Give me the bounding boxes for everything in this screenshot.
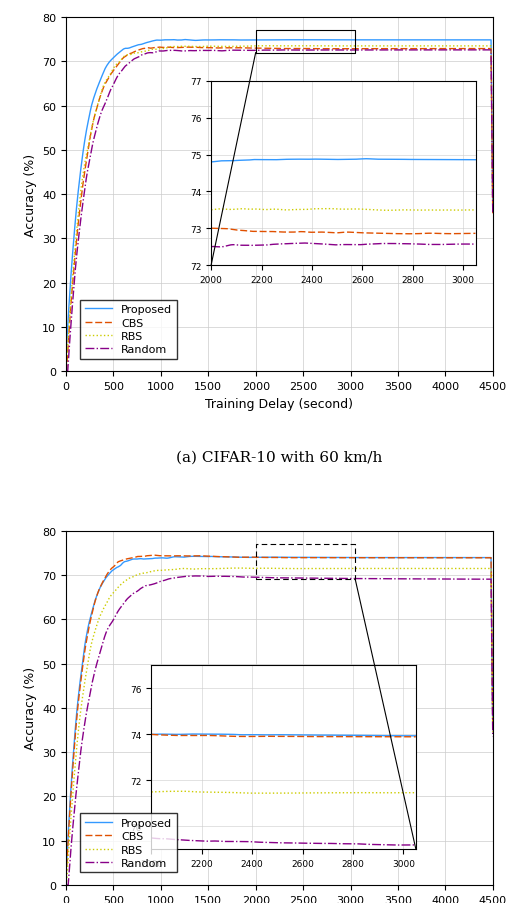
RBS xyxy=(482,563,488,574)
CBS xyxy=(150,550,156,561)
Line: Proposed: Proposed xyxy=(66,556,493,871)
Line: Proposed: Proposed xyxy=(66,41,493,351)
CBS xyxy=(112,561,118,572)
Proposed xyxy=(435,35,441,46)
Random xyxy=(435,574,441,585)
RBS xyxy=(245,42,251,52)
CBS xyxy=(245,552,251,563)
Random xyxy=(490,731,496,742)
Proposed xyxy=(245,35,251,46)
CBS xyxy=(137,552,143,563)
Proposed xyxy=(63,866,69,877)
Proposed xyxy=(482,35,488,46)
RBS xyxy=(227,42,233,52)
Random xyxy=(137,584,143,595)
Proposed xyxy=(112,563,118,574)
Random xyxy=(63,367,69,377)
CBS xyxy=(156,42,162,53)
CBS xyxy=(482,553,488,563)
Line: Random: Random xyxy=(66,576,493,885)
CBS xyxy=(137,45,143,56)
RBS xyxy=(435,563,441,574)
Line: CBS: CBS xyxy=(66,555,493,875)
Proposed xyxy=(227,35,233,46)
Proposed xyxy=(63,346,69,357)
Random xyxy=(490,209,496,220)
Line: CBS: CBS xyxy=(66,48,493,372)
CBS xyxy=(227,552,233,563)
Proposed xyxy=(182,35,188,46)
CBS xyxy=(490,209,496,219)
CBS xyxy=(435,553,441,563)
X-axis label: Training Delay (second): Training Delay (second) xyxy=(205,397,354,410)
Proposed xyxy=(490,721,496,731)
Proposed xyxy=(245,553,251,563)
Random xyxy=(199,571,205,582)
CBS xyxy=(63,367,69,377)
Text: (a) CIFAR-10 with 60 km/h: (a) CIFAR-10 with 60 km/h xyxy=(176,450,383,464)
Line: RBS: RBS xyxy=(66,47,493,368)
Random xyxy=(245,572,251,582)
RBS xyxy=(230,563,236,574)
RBS xyxy=(245,563,251,574)
CBS xyxy=(490,720,496,731)
RBS xyxy=(490,207,496,218)
CBS xyxy=(227,43,233,54)
Proposed xyxy=(112,52,118,63)
Random xyxy=(435,45,441,56)
Proposed xyxy=(490,201,496,212)
CBS xyxy=(482,44,488,55)
Legend: Proposed, CBS, RBS, Random: Proposed, CBS, RBS, Random xyxy=(80,814,177,872)
RBS xyxy=(112,61,118,72)
Random xyxy=(227,572,233,582)
RBS xyxy=(490,727,496,738)
Random xyxy=(227,46,233,57)
Y-axis label: Accuracy (%): Accuracy (%) xyxy=(24,154,37,237)
Proposed xyxy=(137,40,143,51)
RBS xyxy=(137,569,143,580)
RBS xyxy=(63,362,69,373)
CBS xyxy=(63,870,69,880)
RBS xyxy=(63,880,69,890)
Proposed xyxy=(435,553,441,563)
Proposed xyxy=(227,552,233,563)
Random xyxy=(482,45,488,56)
Legend: Proposed, CBS, RBS, Random: Proposed, CBS, RBS, Random xyxy=(80,301,177,359)
CBS xyxy=(435,44,441,55)
Proposed xyxy=(190,551,197,562)
Random xyxy=(112,78,118,88)
Line: Random: Random xyxy=(66,51,493,372)
RBS xyxy=(296,42,302,52)
Random xyxy=(137,51,143,62)
Proposed xyxy=(137,554,143,564)
Random xyxy=(482,574,488,585)
CBS xyxy=(112,64,118,75)
RBS xyxy=(137,48,143,59)
RBS xyxy=(482,42,488,52)
RBS xyxy=(227,563,233,574)
CBS xyxy=(245,43,251,54)
Line: RBS: RBS xyxy=(66,569,493,885)
RBS xyxy=(435,42,441,52)
Random xyxy=(288,45,294,56)
Random xyxy=(112,612,118,623)
Proposed xyxy=(482,553,488,563)
Random xyxy=(63,880,69,890)
Y-axis label: Accuracy (%): Accuracy (%) xyxy=(24,666,37,749)
RBS xyxy=(112,586,118,597)
Random xyxy=(245,46,251,57)
